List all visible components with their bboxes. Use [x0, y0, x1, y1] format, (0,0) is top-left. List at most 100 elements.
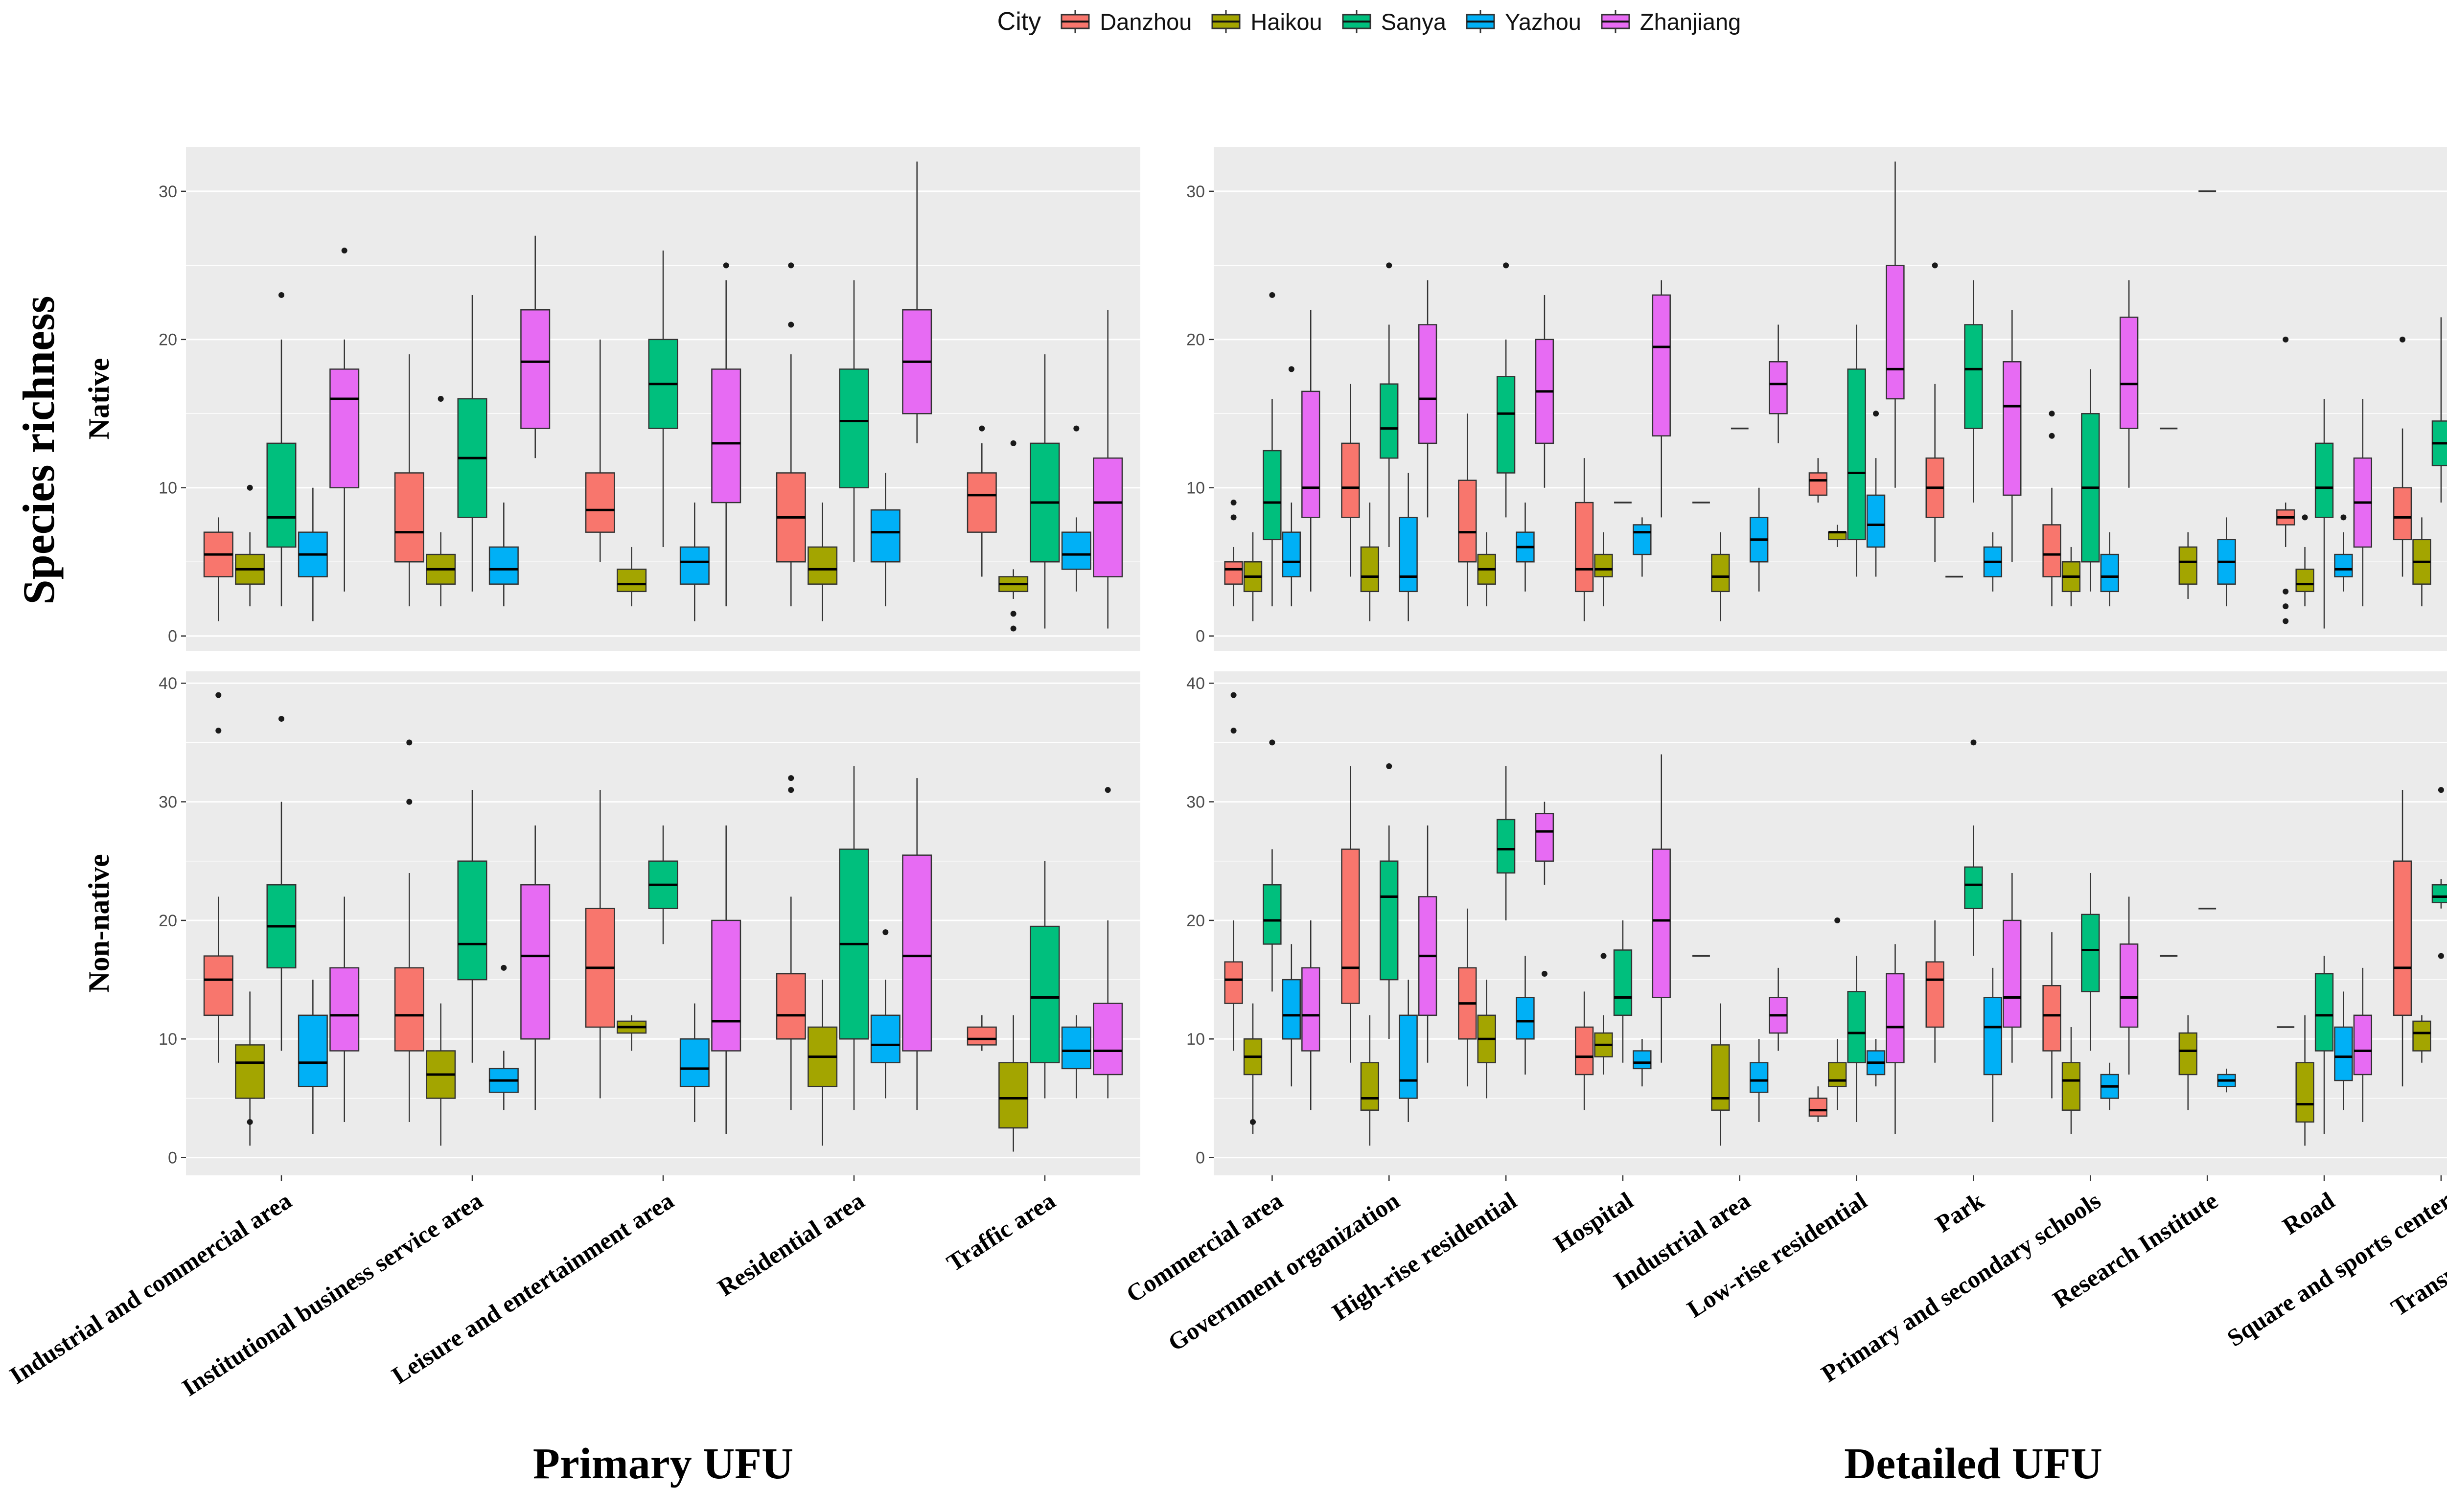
- box-yazhou-industrial-area: [1750, 487, 1769, 592]
- box-sanya-commercial-area: [1263, 739, 1282, 992]
- outlier-point: [979, 425, 985, 432]
- box-danzhou-primary-and-secondary-schools: [2042, 411, 2061, 607]
- box-danzhou-park: [1925, 920, 1944, 1063]
- outlier-point: [215, 692, 222, 698]
- box-zhanjiang-residential-area: [902, 778, 932, 1110]
- box-zhanjiang-primary-and-secondary-schools: [2120, 896, 2139, 1075]
- outlier-point: [2049, 433, 2055, 439]
- box-yazhou-high-rise-residential: [1516, 503, 1535, 592]
- legend-label: Sanya: [1381, 8, 1446, 35]
- box-danzhou-high-rise-residential: [1458, 908, 1477, 1087]
- outlier-point: [2438, 953, 2444, 959]
- box-danzhou-high-rise-residential: [1458, 413, 1477, 607]
- outlier-point: [1105, 787, 1111, 793]
- boxplot-key-icon: [1211, 10, 1241, 33]
- box-sanya-high-rise-residential: [1496, 766, 1516, 920]
- box-sanya-primary-and-secondary-schools: [2081, 369, 2100, 592]
- box-haikou-industrial-and-commercial-area: [235, 484, 265, 607]
- box-yazhou-research-institute: [2217, 517, 2236, 607]
- box-haikou-research-institute: [2178, 1015, 2197, 1110]
- panel-native-detailed-ufu: 0 10 20 30: [1186, 147, 2447, 651]
- box-haikou-commercial-area: [1243, 532, 1263, 621]
- box-danzhou-road: [2276, 336, 2295, 624]
- box-sanya-park: [1964, 280, 1983, 503]
- box-yazhou-primary-and-secondary-schools: [2100, 1062, 2119, 1110]
- y-tick-label: 10: [1186, 1030, 1205, 1049]
- box-zhanjiang-institutional-business-service-area: [520, 235, 551, 458]
- box-yazhou-traffic-area: [1061, 425, 1091, 592]
- y-tick-label: 20: [1186, 912, 1205, 930]
- box-sanya-residential-area: [839, 280, 869, 562]
- panel-native-primary-ufu: 0 10 20 30: [159, 147, 1140, 651]
- box-haikou-high-rise-residential: [1477, 980, 1496, 1099]
- box-zhanjiang-high-rise-residential: [1535, 295, 1554, 488]
- outlier-point: [1503, 262, 1509, 269]
- box-sanya-traffic-area: [1030, 354, 1060, 629]
- box-danzhou-park: [1925, 262, 1944, 562]
- box-zhanjiang-industrial-and-commercial-area: [329, 896, 360, 1122]
- box-danzhou-low-rise-residential: [1808, 1086, 1827, 1122]
- y-tick-label: 0: [1196, 1149, 1205, 1168]
- box-zhanjiang-industrial-and-commercial-area: [329, 248, 360, 592]
- box-danzhou-residential-area: [776, 775, 806, 1110]
- outlier-point: [438, 396, 444, 402]
- box-sanya-low-rise-residential: [1847, 956, 1866, 1122]
- box-yazhou-primary-and-secondary-schools: [2100, 532, 2119, 607]
- legend-item-zhanjiang: Zhanjiang: [1598, 8, 1741, 35]
- box-sanya-industrial-and-commercial-area: [266, 715, 297, 1051]
- x-tick-label-road: Road: [2278, 1186, 2340, 1240]
- box-yazhou-institutional-business-service-area: [488, 964, 519, 1110]
- box-yazhou-government-organization: [1399, 980, 1418, 1122]
- outlier-point: [1386, 262, 1392, 269]
- box-yazhou-park: [1983, 967, 2003, 1122]
- outlier-point: [1541, 971, 1547, 977]
- x-tick-label-traffic-area: Traffic area: [942, 1186, 1061, 1277]
- box-zhanjiang-hospital: [1652, 280, 1671, 518]
- box-haikou-industrial-and-commercial-area: [235, 991, 265, 1146]
- box-haikou-square-and-sports-center: [2412, 517, 2431, 607]
- box-yazhou-industrial-area: [1750, 1039, 1769, 1122]
- box-haikou-government-organization: [1360, 1015, 1380, 1146]
- box-zhanjiang-commercial-area: [1301, 920, 1320, 1110]
- legend: City Danzhou Haikou Sanya Yazhou Zhanjiang: [0, 7, 2447, 36]
- outlier-point: [278, 292, 284, 298]
- box-yazhou-institutional-business-service-area: [488, 503, 519, 607]
- legend-label: Yazhou: [1504, 8, 1581, 35]
- y-tick-label: 20: [159, 912, 177, 930]
- y-tick-label: 10: [159, 1030, 177, 1049]
- box-sanya-residential-area: [839, 766, 869, 1110]
- outlier-point: [788, 262, 794, 269]
- x-tick-label-hospital: Hospital: [1549, 1186, 1639, 1258]
- outlier-point: [501, 964, 507, 971]
- outlier-point: [1010, 611, 1016, 617]
- box-haikou-institutional-business-service-area: [426, 396, 456, 607]
- box-haikou-traffic-area: [998, 1015, 1029, 1152]
- panel-background: [1214, 147, 2447, 651]
- box-zhanjiang-industrial-area: [1769, 324, 1788, 443]
- box-haikou-road: [2295, 1015, 2314, 1146]
- box-haikou-hospital: [1594, 532, 1613, 607]
- outlier-point: [341, 248, 347, 254]
- box-zhanjiang-high-rise-residential: [1535, 802, 1554, 977]
- outlier-point: [1600, 953, 1607, 959]
- y-axis-title: Species richness: [14, 296, 64, 605]
- outlier-point: [2283, 603, 2289, 610]
- legend-label: Danzhou: [1100, 8, 1192, 35]
- outlier-point: [788, 787, 794, 793]
- box-sanya-square-and-sports-center: [2431, 787, 2447, 959]
- box-zhanjiang-primary-and-secondary-schools: [2120, 280, 2139, 488]
- outlier-point: [1386, 763, 1392, 769]
- x-axis-title-primary-ufu: Primary UFU: [532, 1440, 794, 1488]
- box-yazhou-commercial-area: [1282, 944, 1301, 1087]
- box-danzhou-industrial-and-commercial-area: [203, 517, 233, 621]
- y-tick-label: 10: [1186, 479, 1205, 498]
- box-zhanjiang-low-rise-residential: [1886, 944, 1905, 1134]
- box-sanya-primary-and-secondary-schools: [2081, 873, 2100, 1051]
- outlier-point: [2400, 336, 2406, 343]
- box-yazhou-hospital: [1633, 1039, 1652, 1087]
- legend-item-danzhou: Danzhou: [1058, 8, 1192, 35]
- outlier-point: [2283, 336, 2289, 343]
- outlier-point: [2283, 588, 2289, 595]
- box-sanya-leisure-and-entertainment-area: [648, 825, 678, 944]
- legend-item-sanya: Sanya: [1339, 8, 1446, 35]
